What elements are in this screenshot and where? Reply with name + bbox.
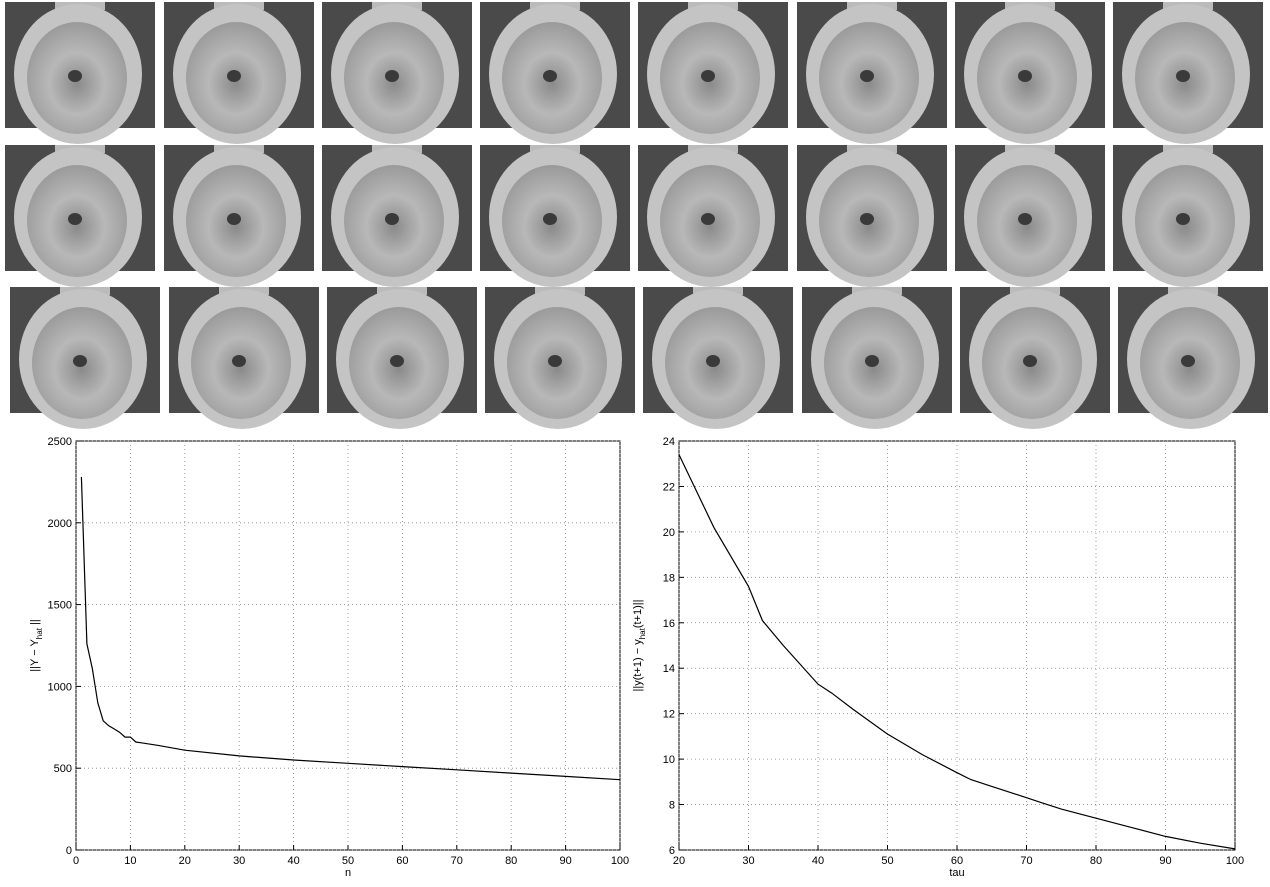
x-tick-label: 20 <box>673 855 685 867</box>
frame <box>1118 287 1268 429</box>
drain <box>1181 355 1195 367</box>
y-axis-label-part: ||y(t+1) − y <box>632 639 644 692</box>
y-tick-label: 500 <box>54 763 72 775</box>
drain <box>385 70 399 82</box>
frame <box>480 2 630 144</box>
y-tick-label: 1500 <box>48 600 72 612</box>
y-axis-label-part: (t+1)|| <box>632 600 644 629</box>
y-tick-label: 10 <box>663 754 675 766</box>
x-tick-label: 80 <box>505 855 517 867</box>
drain <box>68 213 82 225</box>
data-line <box>80 476 621 781</box>
drain <box>865 355 879 367</box>
x-tick-label: 100 <box>1226 855 1244 867</box>
drain <box>227 213 241 225</box>
frame <box>164 145 314 287</box>
frame <box>797 145 947 287</box>
x-tick-label: 50 <box>342 855 354 867</box>
drain <box>385 213 399 225</box>
x-tick-label: 10 <box>124 855 136 867</box>
x-tick-label: 70 <box>1020 855 1032 867</box>
frame <box>638 2 788 144</box>
y-tick-label: 20 <box>663 527 675 539</box>
x-tick-label: 40 <box>287 855 299 867</box>
drain <box>543 213 557 225</box>
y-axis-label: ||y(t+1) − yhat(t+1)|| <box>632 600 647 692</box>
frame <box>643 287 793 429</box>
x-tick-label: 70 <box>451 855 463 867</box>
x-tick-label: 20 <box>179 855 191 867</box>
drain <box>390 355 404 367</box>
frame <box>797 2 947 144</box>
y-tick-label: 2500 <box>48 436 72 448</box>
frame <box>638 145 788 287</box>
y-axis-label-part: || <box>29 619 41 628</box>
y-tick-label: 0 <box>66 845 72 857</box>
frame <box>164 2 314 144</box>
frame <box>1113 145 1263 287</box>
drain <box>548 355 562 367</box>
x-axis-label: tau <box>949 867 964 879</box>
frame <box>5 2 155 144</box>
drain <box>1018 213 1032 225</box>
y-axis-label-part: hat <box>638 627 647 639</box>
drain <box>701 213 715 225</box>
drain <box>232 355 246 367</box>
y-tick-label: 8 <box>669 800 675 812</box>
y-tick-label: 2000 <box>48 518 72 530</box>
x-tick-label: 30 <box>233 855 245 867</box>
frame <box>480 145 630 287</box>
x-axis-label: n <box>345 867 351 879</box>
y-tick-label: 24 <box>663 436 675 448</box>
frame <box>322 2 472 144</box>
y-tick-label: 6 <box>669 845 675 857</box>
x-tick-label: 100 <box>611 855 629 867</box>
frame <box>955 2 1105 144</box>
x-tick-label: 80 <box>1090 855 1102 867</box>
drain <box>701 70 715 82</box>
x-tick-label: 60 <box>951 855 963 867</box>
data-line <box>678 454 1236 850</box>
x-tick-label: 50 <box>881 855 893 867</box>
drain <box>1023 355 1037 367</box>
drain <box>227 70 241 82</box>
drain <box>860 213 874 225</box>
frame <box>327 287 477 429</box>
frame <box>5 145 155 287</box>
x-tick-label: 60 <box>396 855 408 867</box>
drain <box>1018 70 1032 82</box>
x-tick-label: 30 <box>742 855 754 867</box>
drain <box>543 70 557 82</box>
drain <box>1176 70 1190 82</box>
y-axis-label-part: ||Y − Y <box>29 639 41 672</box>
drain <box>706 355 720 367</box>
x-tick-label: 40 <box>812 855 824 867</box>
frame <box>10 287 160 429</box>
frame <box>169 287 319 429</box>
frame <box>960 287 1110 429</box>
y-axis-label: ||Y − Yhat || <box>29 619 44 671</box>
y-tick-label: 1000 <box>48 681 72 693</box>
drain <box>68 70 82 82</box>
x-tick-label: 0 <box>73 855 79 867</box>
y-axis-label-part: hat <box>35 627 44 639</box>
frame <box>802 287 952 429</box>
y-tick-label: 14 <box>663 663 675 675</box>
x-tick-label: 90 <box>559 855 571 867</box>
y-tick-label: 18 <box>663 572 675 584</box>
x-tick-label: 90 <box>1159 855 1171 867</box>
y-tick-label: 22 <box>663 481 675 493</box>
drain <box>1176 213 1190 225</box>
frame <box>955 145 1105 287</box>
frame-grid <box>5 2 1268 429</box>
y-tick-label: 12 <box>663 709 675 721</box>
frame <box>1113 2 1263 144</box>
drain <box>73 355 87 367</box>
frame <box>485 287 635 429</box>
frame <box>322 145 472 287</box>
y-tick-label: 16 <box>663 618 675 630</box>
drain <box>860 70 874 82</box>
